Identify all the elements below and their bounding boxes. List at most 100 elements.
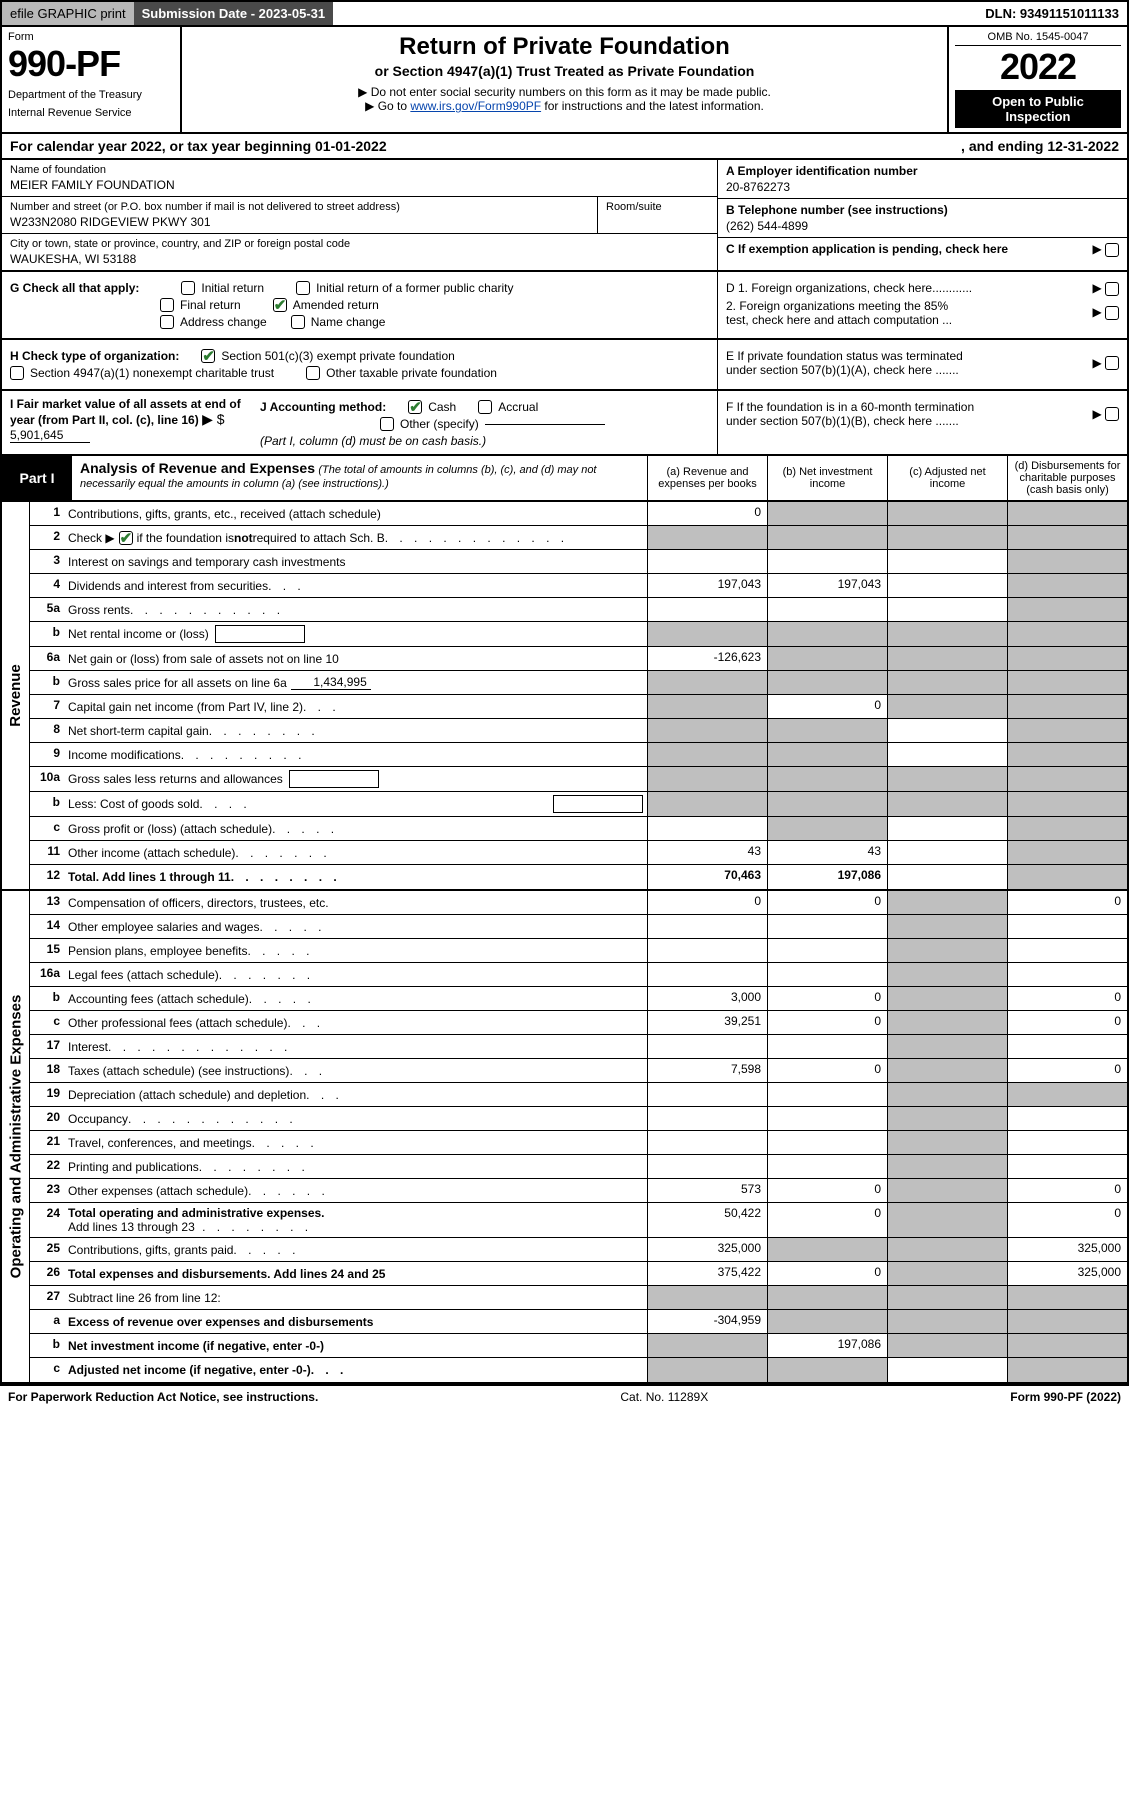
- dots: . . . . .: [259, 920, 643, 934]
- d2-checkbox[interactable]: [1105, 306, 1119, 320]
- line-1-c: [887, 502, 1007, 525]
- line-5a-desc: Gross rents . . . . . . . . . . .: [64, 598, 647, 621]
- dots: . . .: [311, 1363, 643, 1377]
- line-27-c: [887, 1286, 1007, 1309]
- i-value: 5,901,645: [10, 428, 90, 443]
- line-20: 20 Occupancy . . . . . . . . . . . .: [30, 1107, 1127, 1131]
- section-j: J Accounting method: Cash Accrual Other …: [260, 397, 709, 448]
- l2a: Check ▶: [68, 531, 115, 545]
- dots: . . . . . . . . .: [181, 748, 643, 762]
- d2-text: 2. Foreign organizations meeting the 85%…: [726, 299, 952, 327]
- line-2: 2 Check ▶ if the foundation is not requi…: [30, 526, 1127, 550]
- line-26-c: [887, 1262, 1007, 1285]
- j-accrual-checkbox[interactable]: [478, 400, 492, 414]
- footer-left: For Paperwork Reduction Act Notice, see …: [8, 1390, 318, 1404]
- line-19: 19 Depreciation (attach schedule) and de…: [30, 1083, 1127, 1107]
- line-26-d: 325,000: [1007, 1262, 1127, 1285]
- g-amended-return-checkbox[interactable]: [273, 298, 287, 312]
- calyear-left: For calendar year 2022, or tax year begi…: [10, 138, 387, 154]
- line-9-d: [1007, 743, 1127, 766]
- line-10b-box[interactable]: [553, 795, 643, 813]
- j-other-specify[interactable]: [485, 424, 605, 425]
- section-e: E If private foundation status was termi…: [717, 340, 1127, 389]
- l8-text: Net short-term capital gain: [68, 724, 209, 738]
- line-10a-box[interactable]: [289, 770, 379, 788]
- exemption-checkbox[interactable]: [1105, 243, 1119, 257]
- h-4947-checkbox[interactable]: [10, 366, 24, 380]
- line-16c-b: 0: [767, 1011, 887, 1034]
- line-20-desc: Occupancy . . . . . . . . . . . .: [64, 1107, 647, 1130]
- line-17-d: [1007, 1035, 1127, 1058]
- line-6b: b Gross sales price for all assets on li…: [30, 671, 1127, 695]
- room-label: Room/suite: [606, 201, 662, 213]
- line-5a-a: [647, 598, 767, 621]
- l16b-text: Accounting fees (attach schedule): [68, 992, 249, 1006]
- dots: . . .: [268, 579, 643, 593]
- line-27a-num: a: [30, 1310, 64, 1333]
- line-25-b: [767, 1238, 887, 1261]
- g-address-change-checkbox[interactable]: [160, 315, 174, 329]
- dots: . . . . .: [233, 1243, 643, 1257]
- omb-number: OMB No. 1545-0047: [955, 31, 1121, 46]
- line-2-checkbox[interactable]: [119, 531, 133, 545]
- line-3-c: [887, 550, 1007, 573]
- city-label: City or town, state or province, country…: [10, 238, 709, 250]
- line-27-num: 27: [30, 1286, 64, 1309]
- line-27c-d: [1007, 1358, 1127, 1382]
- efile-bold: efile: [10, 6, 34, 21]
- line-1: 1 Contributions, gifts, grants, etc., re…: [30, 502, 1127, 526]
- section-h-e: H Check type of organization: Section 50…: [0, 340, 1129, 391]
- g-final-return-checkbox[interactable]: [160, 298, 174, 312]
- line-18-a: 7,598: [647, 1059, 767, 1082]
- line-27a: a Excess of revenue over expenses and di…: [30, 1310, 1127, 1334]
- l12-text: Total. Add lines 1 through 11: [68, 870, 231, 884]
- l27b-text: Net investment income (if negative, ente…: [68, 1339, 324, 1353]
- d2a: 2. Foreign organizations meeting the 85%: [726, 299, 948, 313]
- line-7-a: [647, 695, 767, 718]
- g-name-change-checkbox[interactable]: [291, 315, 305, 329]
- line-22-c: [887, 1155, 1007, 1178]
- dln: DLN: 93491151011133: [977, 2, 1127, 25]
- line-19-a: [647, 1083, 767, 1106]
- line-16b-c: [887, 987, 1007, 1010]
- submission-value: 2023-05-31: [259, 6, 326, 21]
- section-i-j-f: I Fair market value of all assets at end…: [0, 391, 1129, 456]
- j-other-checkbox[interactable]: [380, 417, 394, 431]
- h-other-checkbox[interactable]: [306, 366, 320, 380]
- line-7-b: 0: [767, 695, 887, 718]
- line-13-d: 0: [1007, 891, 1127, 914]
- line-21-desc: Travel, conferences, and meetings . . . …: [64, 1131, 647, 1154]
- j-accrual: Accrual: [498, 400, 538, 414]
- j-cash-checkbox[interactable]: [408, 400, 422, 414]
- line-5b-d: [1007, 622, 1127, 646]
- j-note: (Part I, column (d) must be on cash basi…: [260, 434, 709, 448]
- line-6b-inline: 1,434,995: [291, 675, 371, 690]
- h-row1: H Check type of organization: Section 50…: [10, 349, 709, 363]
- l15-text: Pension plans, employee benefits: [68, 944, 247, 958]
- line-5b-box[interactable]: [215, 625, 305, 643]
- g-initial-former: Initial return of a former public charit…: [316, 281, 513, 295]
- f-line: F If the foundation is in a 60-month ter…: [726, 400, 1119, 428]
- line-27b-desc: Net investment income (if negative, ente…: [64, 1334, 647, 1357]
- line-5b-a: [647, 622, 767, 646]
- tax-year: 2022: [955, 46, 1121, 88]
- irs-link[interactable]: www.irs.gov/Form990PF: [410, 99, 541, 113]
- e-checkbox[interactable]: [1105, 356, 1119, 370]
- g-initial-return-checkbox[interactable]: [181, 281, 195, 295]
- line-2-desc: Check ▶ if the foundation is not require…: [64, 526, 647, 549]
- efile-print-button[interactable]: efile GRAPHIC print: [2, 2, 134, 25]
- efile-rest: GRAPHIC print: [34, 6, 126, 21]
- g-label: G Check all that apply:: [10, 281, 139, 295]
- g-initial-former-checkbox[interactable]: [296, 281, 310, 295]
- line-27a-b: [767, 1310, 887, 1333]
- expenses-text: Operating and Administrative Expenses: [7, 995, 24, 1279]
- f-checkbox[interactable]: [1105, 407, 1119, 421]
- d2-line: 2. Foreign organizations meeting the 85%…: [726, 299, 1119, 327]
- line-12-c: [887, 865, 1007, 889]
- h-501c3-checkbox[interactable]: [201, 349, 215, 363]
- d1-checkbox[interactable]: [1105, 282, 1119, 296]
- line-5b: b Net rental income or (loss): [30, 622, 1127, 647]
- line-27a-a: -304,959: [647, 1310, 767, 1333]
- dots: . . . . . . . . . . . . .: [385, 531, 643, 545]
- line-10a-desc: Gross sales less returns and allowances: [64, 767, 647, 791]
